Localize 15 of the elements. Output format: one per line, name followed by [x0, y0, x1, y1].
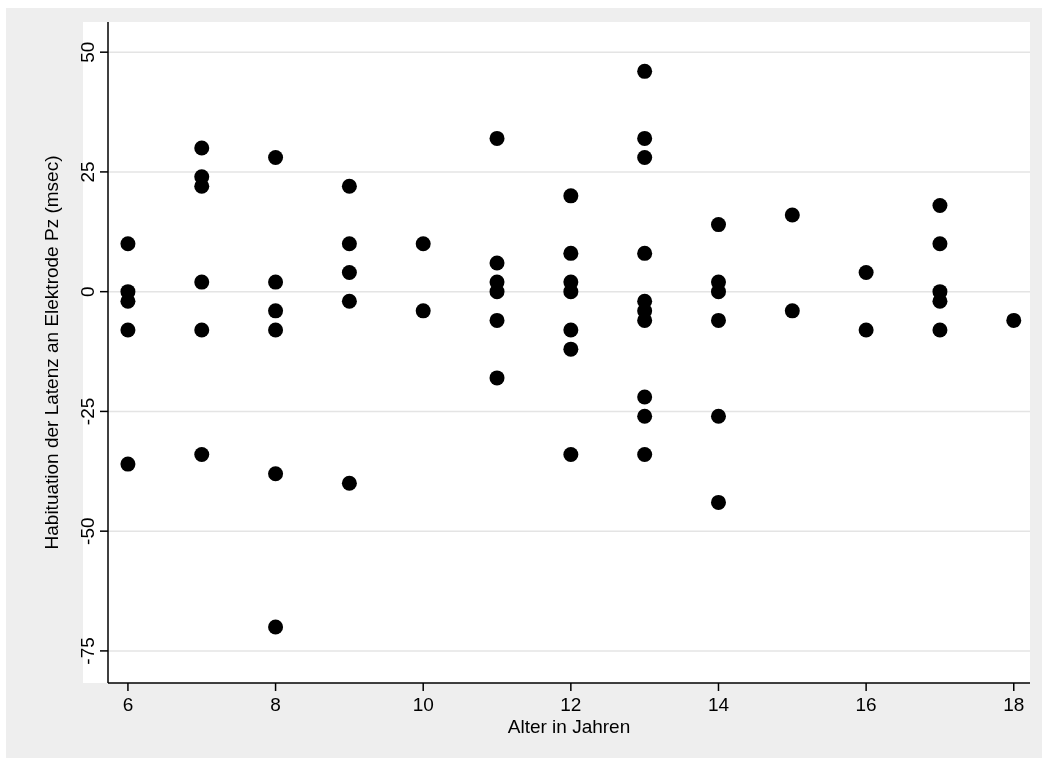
x-tick-label: 16: [855, 694, 877, 715]
x-tick-label: 10: [412, 694, 434, 715]
y-tick-label: 50: [77, 41, 98, 63]
x-tick-label: 14: [707, 694, 730, 715]
x-tick-label: 6: [122, 694, 134, 715]
x-tick-label: 12: [560, 694, 582, 715]
y-tick-label: -50: [77, 517, 98, 545]
y-axis-title: Habituation der Latenz an Elektrode Pz (msec): [41, 155, 62, 550]
x-tick-label: 8: [270, 694, 281, 715]
x-tick-label: 18: [1003, 694, 1025, 715]
y-tick-label: 0: [77, 286, 98, 297]
y-tick-label: -25: [77, 397, 98, 426]
x-axis-title: Alter in Jahren: [507, 716, 631, 737]
y-tick-label: 25: [77, 161, 98, 183]
y-tick-label: -75: [77, 637, 98, 665]
